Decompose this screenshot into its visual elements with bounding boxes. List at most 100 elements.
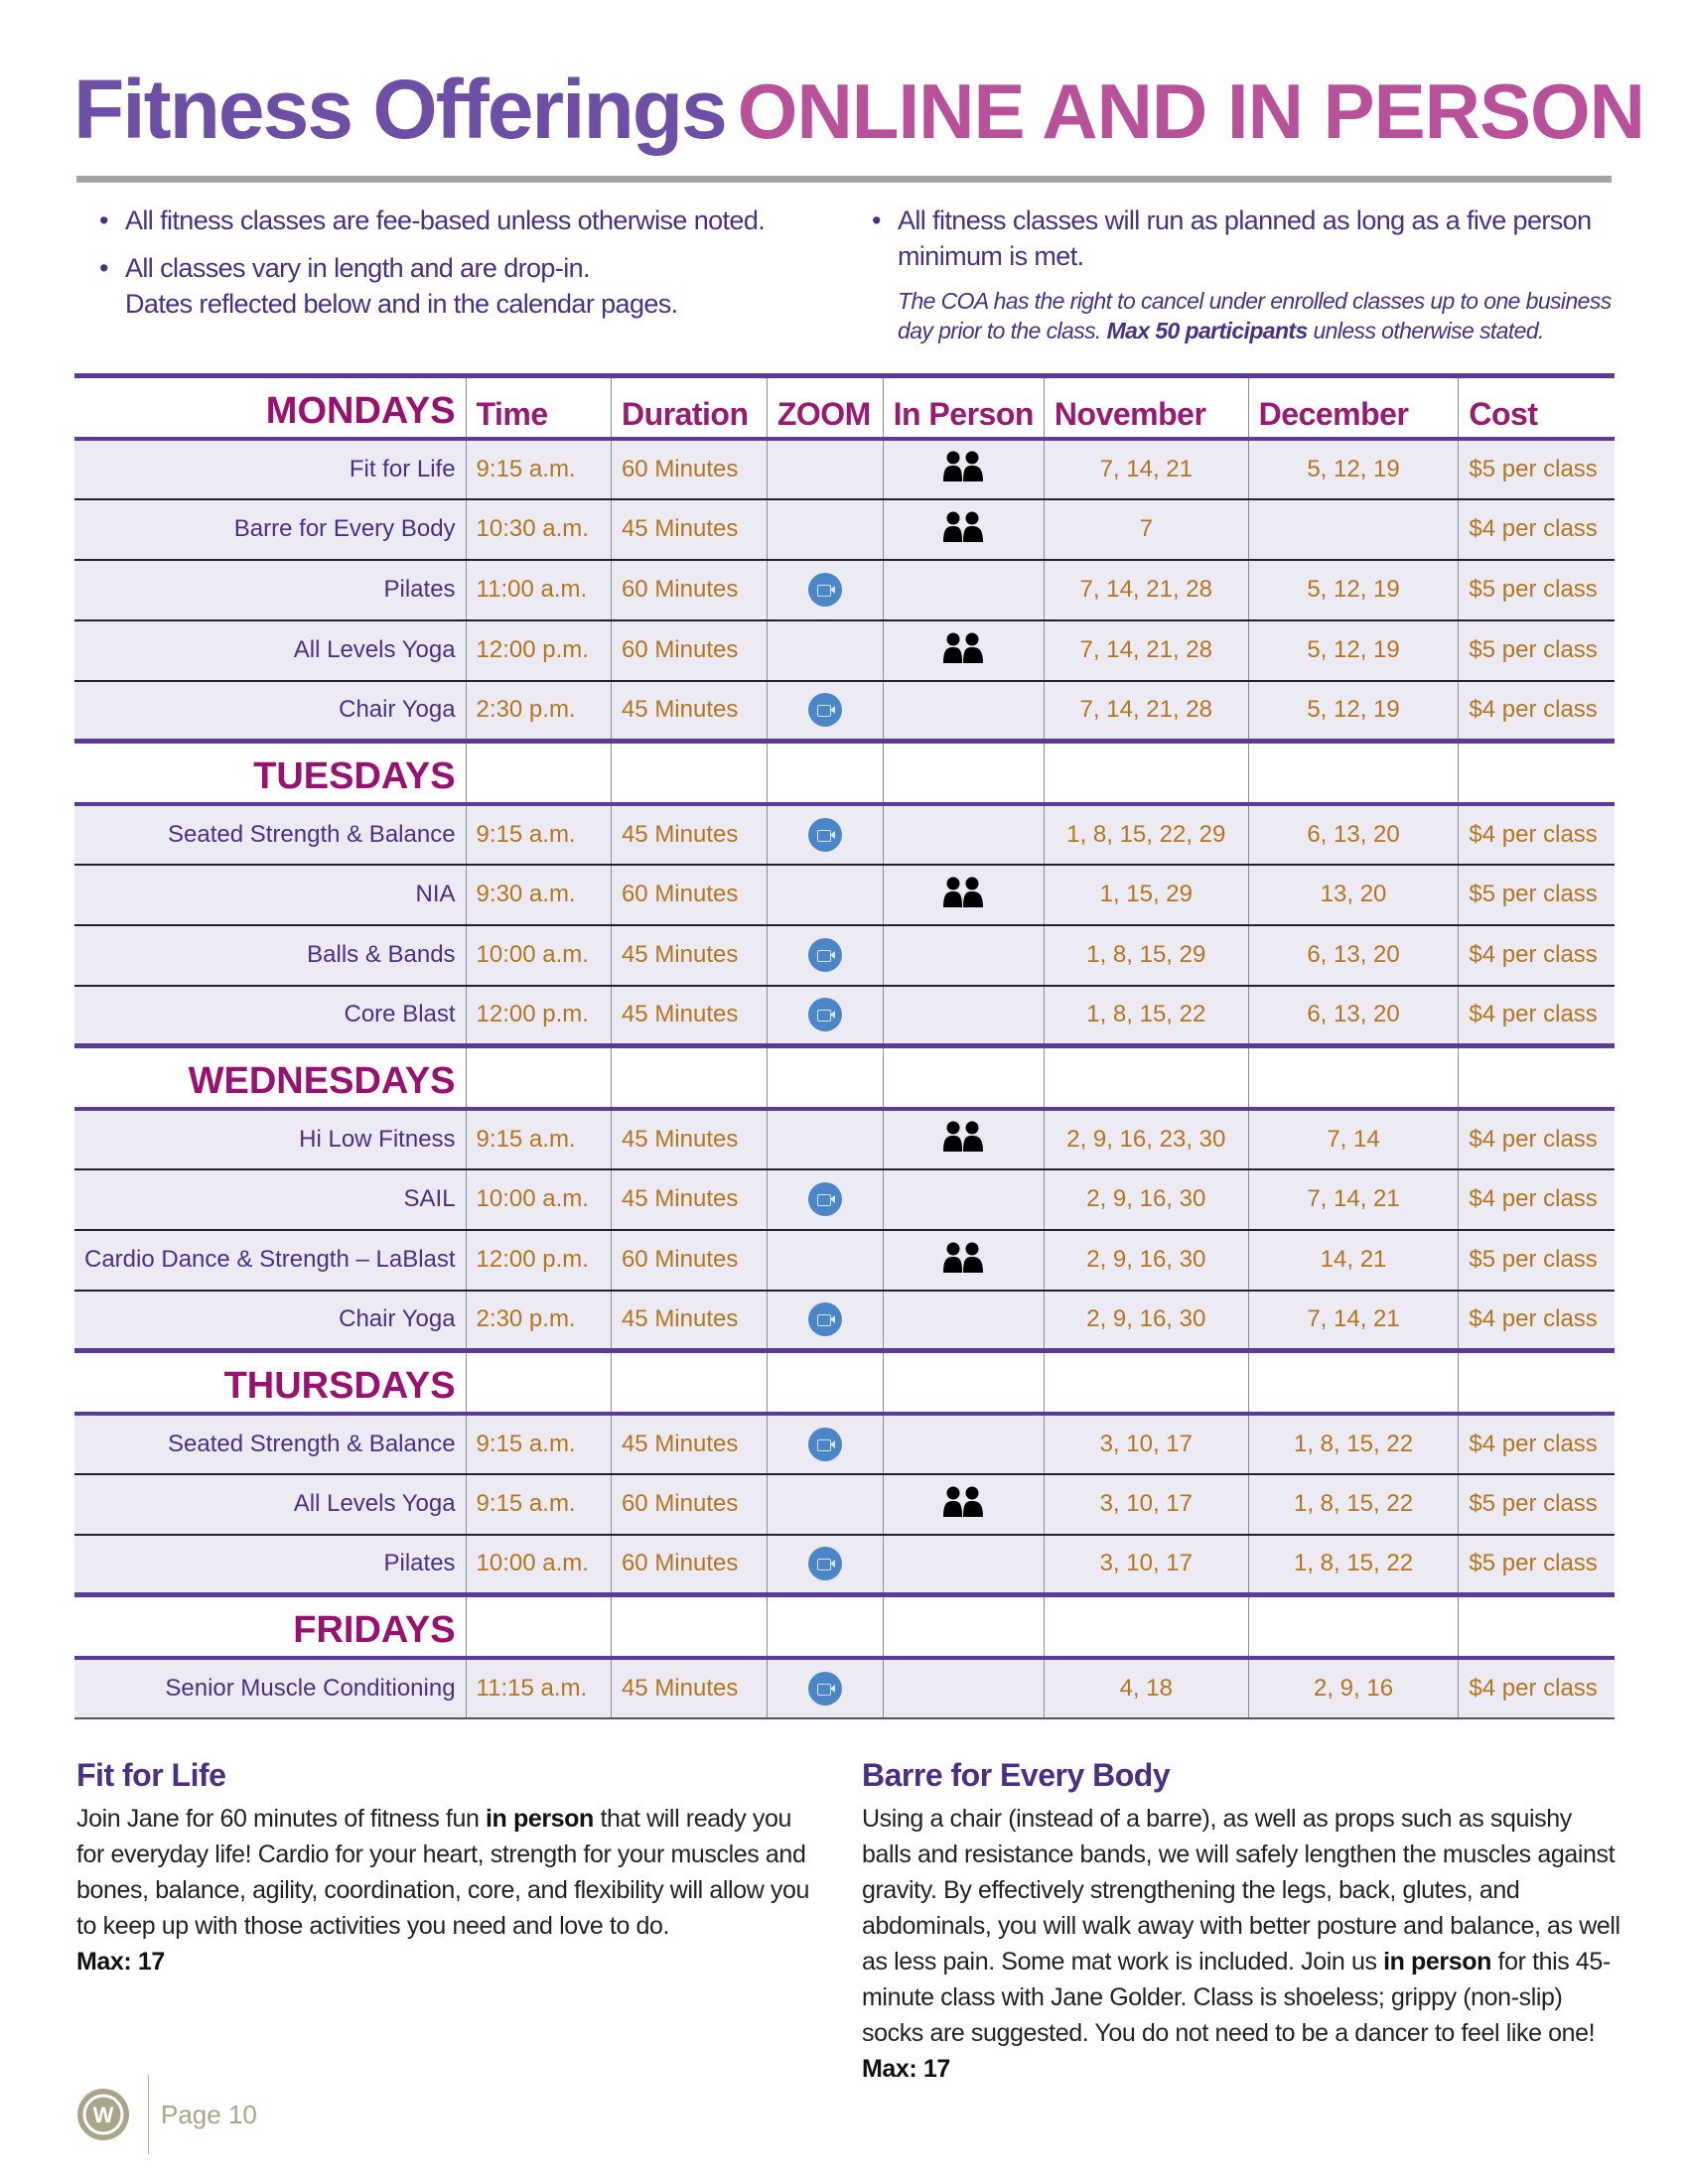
zoom-cell	[766, 1168, 884, 1230]
class-name: Barre for Every Body	[233, 515, 456, 542]
class-duration: 45 Minutes	[610, 924, 768, 986]
november-dates: 7, 14, 21, 28	[1043, 559, 1249, 620]
zoom-cell	[766, 559, 884, 620]
in-person-cell	[882, 680, 1045, 742]
november-dates: 3, 10, 17	[1043, 1413, 1249, 1474]
class-duration: 60 Minutes	[610, 619, 768, 681]
in-person-cell	[882, 1473, 1045, 1535]
description-fit-for-life: Fit for Life Join Jane for 60 minutes of…	[76, 1757, 811, 1979]
class-cost: $4 per class	[1458, 1657, 1615, 1718]
column-header: Duration	[610, 375, 768, 439]
zoom-video-icon	[807, 1671, 842, 1706]
description-max: Max: 17	[76, 1944, 811, 1979]
class-time: 9:15 a.m.	[465, 1473, 612, 1535]
zoom-cell	[766, 864, 884, 925]
column-header: December	[1247, 375, 1459, 439]
zoom-cell	[766, 985, 884, 1046]
class-duration: 45 Minutes	[610, 985, 768, 1046]
zoom-video-icon	[807, 1182, 842, 1216]
cancel-text-end: unless otherwise stated.	[1307, 318, 1544, 343]
november-dates: 1, 8, 15, 22, 29	[1043, 803, 1249, 865]
day-header-row: FRIDAYS	[74, 1594, 1615, 1658]
max-label: Max: 17	[862, 2055, 950, 2083]
class-duration: 45 Minutes	[610, 1108, 768, 1169]
empty-cell	[1043, 1045, 1249, 1109]
body-text: Using a chair (instead of a barre), as w…	[862, 1805, 1620, 1976]
in-person-icon	[943, 451, 984, 481]
class-cost: $5 per class	[1458, 559, 1615, 620]
in-person-cell	[882, 1534, 1045, 1595]
empty-cell	[1043, 1594, 1249, 1658]
empty-cell	[1043, 741, 1249, 804]
note-drop-in: All classes vary in length and are drop-…	[99, 250, 854, 286]
note-minimum: All fitness classes will run as planned …	[872, 203, 1626, 274]
class-time: 12:00 p.m.	[465, 1229, 612, 1291]
class-cost: $4 per class	[1458, 1168, 1615, 1230]
class-duration: 60 Minutes	[610, 1534, 768, 1595]
description-title: Fit for Life	[76, 1757, 226, 1793]
zoom-cell	[766, 619, 884, 681]
zoom-video-icon	[807, 573, 842, 607]
column-header: ZOOM	[766, 375, 884, 439]
zoom-video-icon	[807, 938, 842, 972]
day-label: MONDAYS	[265, 389, 456, 432]
class-name: SAIL	[403, 1185, 456, 1212]
class-duration: 60 Minutes	[610, 559, 768, 620]
november-dates: 2, 9, 16, 30	[1043, 1229, 1249, 1291]
cancel-text: The COA has the right to cancel under en…	[898, 288, 1612, 343]
class-row: Chair Yoga 2:30 p.m. 45 Minutes 2, 9, 16…	[74, 1290, 1615, 1351]
class-row: All Levels Yoga 9:15 a.m. 60 Minutes 3, …	[74, 1473, 1615, 1535]
column-header: Cost	[1458, 375, 1615, 439]
zoom-cell	[766, 1657, 884, 1718]
december-dates: 6, 13, 20	[1247, 924, 1459, 986]
empty-cell	[610, 1594, 768, 1658]
class-duration: 60 Minutes	[610, 438, 768, 499]
schedule-table: MONDAYS Time Duration ZOOM In Person November…	[74, 373, 1615, 1719]
zoom-video-icon	[807, 1547, 842, 1581]
max-participants: Max 50 participants	[1106, 318, 1309, 343]
empty-cell	[1458, 1594, 1615, 1658]
december-dates: 6, 13, 20	[1247, 803, 1459, 865]
december-dates: 1, 8, 15, 22	[1247, 1473, 1459, 1535]
december-dates: 2, 9, 16	[1247, 1657, 1459, 1718]
day-header-row: TUESDAYS	[74, 741, 1615, 804]
column-header: In Person	[882, 375, 1045, 439]
body-text-end: that will ready you for everyday life! C…	[76, 1805, 810, 1940]
column-header: November	[1043, 375, 1249, 439]
november-dates: 1, 8, 15, 29	[1043, 924, 1249, 986]
class-cost: $4 per class	[1458, 680, 1615, 742]
notes-left: All fitness classes are fee-based unless…	[99, 203, 854, 334]
class-cost: $5 per class	[1458, 1534, 1615, 1595]
empty-cell	[465, 1350, 612, 1414]
class-row: Senior Muscle Conditioning 11:15 a.m. 45…	[74, 1657, 1615, 1718]
class-name: Balls & Bands	[307, 941, 456, 968]
class-name: Hi Low Fitness	[299, 1125, 456, 1153]
page-title: Fitness Offerings ONLINE AND IN PERSON	[73, 62, 1645, 158]
note-cancel-policy: The COA has the right to cancel under en…	[872, 286, 1626, 345]
class-name: All Levels Yoga	[293, 1490, 456, 1517]
zoom-cell	[766, 498, 884, 560]
november-dates: 1, 8, 15, 22	[1043, 985, 1249, 1046]
title-online-in-person: ONLINE AND IN PERSON	[737, 68, 1645, 155]
max-label: Max: 17	[76, 1948, 165, 1976]
empty-cell	[882, 1045, 1045, 1109]
zoom-video-icon	[807, 1427, 842, 1461]
empty-cell	[1458, 741, 1615, 804]
in-person-icon	[943, 877, 984, 907]
empty-cell	[882, 741, 1045, 804]
empty-cell	[1043, 1350, 1249, 1414]
december-dates: 1, 8, 15, 22	[1247, 1413, 1459, 1474]
title-fitness-offerings: Fitness Offerings	[73, 63, 728, 156]
empty-cell	[1458, 1350, 1615, 1414]
zoom-video-icon	[807, 1302, 842, 1337]
december-dates: 1, 8, 15, 22	[1247, 1534, 1459, 1595]
november-dates: 7, 14, 21	[1043, 438, 1249, 499]
in-person-cell	[882, 1229, 1045, 1291]
class-duration: 45 Minutes	[610, 1168, 768, 1230]
title-divider	[76, 176, 1612, 183]
in-person-cell	[882, 1108, 1045, 1169]
description-body: Join Jane for 60 minutes of fitness fun …	[76, 1801, 811, 1944]
class-name: NIA	[415, 881, 456, 907]
day-header-row: THURSDAYS	[74, 1350, 1615, 1414]
class-duration: 45 Minutes	[610, 1657, 768, 1718]
